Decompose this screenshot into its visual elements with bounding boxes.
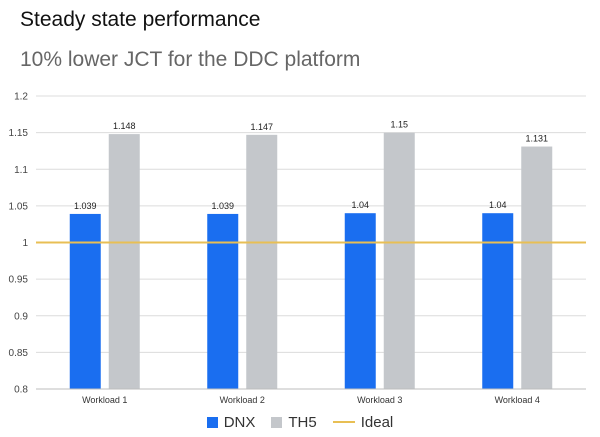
legend-label-ideal: Ideal [360,413,394,431]
bar-chart: 0.8 0.85 0.9 0.95 1 1.05 1.1 1.15 1.2 1.039 1.148 W… [9,92,586,405]
legend-item-dnx: DNX [206,413,256,431]
data-label-dnx: 1.039 [74,201,97,211]
bar-dnx-2 [207,213,239,389]
x-tick-label: Workload 1 [82,395,127,405]
legend-label-th5: TH5 [288,413,317,431]
data-label-th5: 1.131 [525,134,548,144]
y-tick-label: 0.95 [9,275,29,286]
legend-label-dnx: DNX [223,413,256,431]
y-tick-label: 0.9 [14,311,28,322]
chart-subtitle: 10% lower JCT for the DDC platform [20,48,361,71]
bar-dnx-4 [482,213,514,389]
bar-th5-2 [246,134,278,389]
data-label-th5: 1.15 [390,120,408,130]
x-tick-label: Workload 3 [357,395,402,405]
y-tick-label: 1.1 [14,165,28,176]
legend-swatch-dnx [206,416,218,428]
y-tick-label: 1.05 [9,201,29,212]
bar-dnx-1 [69,213,101,389]
legend-item-ideal: Ideal [332,413,394,431]
bar-th5-4 [521,146,553,389]
bar-th5-3 [383,132,415,389]
bar-th5-1 [108,134,140,389]
data-label-dnx: 1.039 [211,201,234,211]
y-tick-label: 1.2 [14,92,28,103]
legend-swatch-ideal [332,421,355,423]
legend-item-th5: TH5 [271,413,317,431]
bar-dnx-3 [344,213,376,389]
x-tick-label: Workload 4 [495,395,540,405]
x-tick-label: Workload 2 [220,395,265,405]
data-label-dnx: 1.04 [489,200,507,210]
legend-swatch-th5 [271,416,283,428]
data-label-th5: 1.147 [250,122,273,132]
data-label-th5: 1.148 [113,121,136,131]
y-tick-label: 1 [22,238,28,249]
y-tick-label: 0.8 [14,385,28,396]
y-tick-label: 0.85 [9,348,29,359]
chart-title: Steady state performance [20,8,261,31]
data-label-dnx: 1.04 [351,200,369,210]
y-tick-label: 1.15 [9,128,29,139]
chart-legend: DNX TH5 Ideal [0,412,600,432]
